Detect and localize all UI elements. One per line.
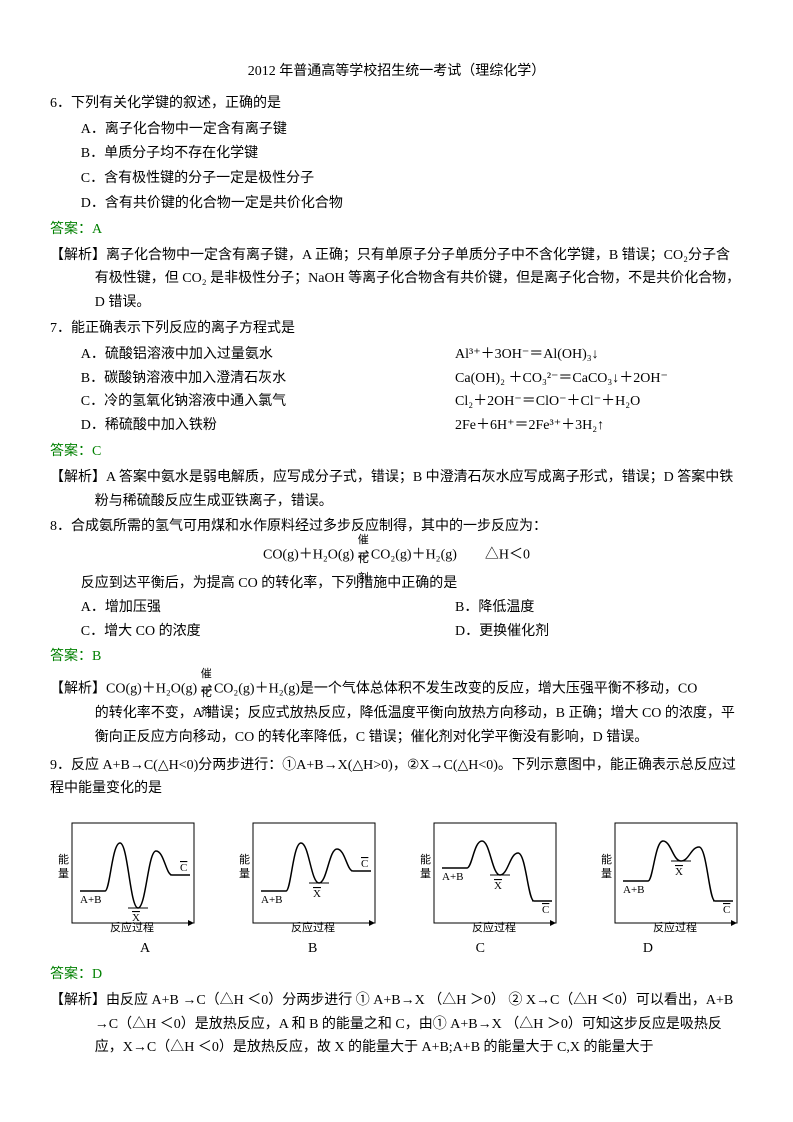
- q7-explain: 【解析】A 答案中氨水是弱电解质，应写成分子式，错误；B 中澄清石灰水应写成离子…: [50, 466, 743, 514]
- svg-text:C: C: [723, 904, 730, 916]
- q6-opt-b: B．单质分子均不存在化学键: [50, 142, 743, 166]
- svg-text:X: X: [675, 866, 683, 878]
- q6-opt-d: D．含有共价键的化合物一定是共价化合物: [50, 192, 743, 216]
- svg-text:X: X: [132, 912, 140, 924]
- q7-answer: 答案：C: [50, 440, 743, 464]
- q6-explain: 【解析】离子化合物中一定含有离子键，A 正确；只有单原子分子单质分子中不含化学键…: [50, 244, 743, 315]
- q9-explain: 【解析】由反应 A+B →C（△H ＜0）分两步进行 ① A+B→X （△H ＞…: [50, 989, 743, 1060]
- q8-stem: 8．合成氨所需的氢气可用煤和水作原料经过多步反应制得，其中的一步反应为：: [50, 515, 743, 539]
- svg-text:能: 能: [239, 852, 250, 866]
- q7-opt-b: B．碳酸钠溶液中加入澄清石灰水Ca(OH)₂ ＋CO₃²⁻＝CaCO₃↓＋2OH…: [50, 367, 743, 391]
- q6-answer: 答案：A: [50, 218, 743, 242]
- q7-opt-d: D．稀硫酸中加入铁粉2Fe＋6H⁺＝2Fe³⁺＋3H₂↑: [50, 414, 743, 438]
- svg-text:X: X: [313, 888, 321, 900]
- q6-opt-a: A．离子化合物中一定含有离子键: [50, 118, 743, 142]
- svg-text:量: 量: [601, 867, 612, 880]
- svg-text:C: C: [361, 858, 368, 870]
- q6-stem: 6．下列有关化学键的叙述，正确的是: [50, 92, 743, 116]
- svg-text:能: 能: [58, 852, 69, 866]
- svg-text:A+B: A+B: [442, 871, 463, 883]
- q9-diagram-a: 能量反应过程A+BXC: [50, 813, 200, 933]
- svg-text:C: C: [180, 862, 187, 874]
- svg-text:能: 能: [601, 852, 612, 866]
- q7-opt-a: A．硫酸铝溶液中加入过量氨水Al³⁺＋3OH⁻＝Al(OH)₃↓: [50, 343, 743, 367]
- q9-diagrams: 能量反应过程A+BXC 能量反应过程A+BXC 能量反应过程A+BXC 能量反应…: [50, 813, 743, 933]
- q9-diagram-c: 能量反应过程 A+B X C: [412, 813, 562, 933]
- svg-text:反应过程: 反应过程: [291, 920, 335, 933]
- svg-text:反应过程: 反应过程: [653, 920, 697, 933]
- svg-text:量: 量: [239, 867, 250, 880]
- svg-text:A+B: A+B: [261, 894, 282, 906]
- svg-text:X: X: [494, 880, 502, 892]
- svg-text:量: 量: [58, 867, 69, 880]
- q9-answer: 答案：D: [50, 963, 743, 987]
- q8-opt-ab: A．增加压强B．降低温度: [50, 596, 743, 620]
- q8-opt-cd: C．增大 CO 的浓度D．更换催化剂: [50, 620, 743, 644]
- q9-diagram-b: 能量反应过程 A+B X C: [231, 813, 381, 933]
- q9-stem: 9．反应 A+B→C(△H<0)分两步进行：①A+B→X(△H>0)，②X→C(…: [50, 754, 743, 802]
- q8-explain: 【解析】CO(g)＋H₂O(g) 催化剂 ⇌ CO₂(g)＋H₂(g)是一个气体…: [50, 677, 743, 749]
- svg-text:A+B: A+B: [80, 894, 101, 906]
- svg-text:A+B: A+B: [623, 884, 644, 896]
- q9-labels: A B C D: [50, 937, 743, 961]
- q7-opt-c: C．冷的氢氧化钠溶液中通入氯气Cl₂＋2OH⁻＝ClO⁻＋Cl⁻＋H₂O: [50, 390, 743, 414]
- q8-answer: 答案：B: [50, 645, 743, 669]
- svg-text:量: 量: [420, 867, 431, 880]
- svg-text:能: 能: [420, 852, 431, 866]
- svg-text:C: C: [542, 904, 549, 916]
- q7-stem: 7．能正确表示下列反应的离子方程式是: [50, 317, 743, 341]
- q6-opt-c: C．含有极性键的分子一定是极性分子: [50, 167, 743, 191]
- q9-diagram-d: 能量反应过程 A+B X C: [593, 813, 743, 933]
- q8-line2: 反应到达平衡后，为提高 CO 的转化率，下列措施中正确的是: [50, 572, 743, 596]
- q8-equation: CO(g)＋H₂O(g) 催化剂 ⇌ CO₂(g)＋H₂(g) △H＜0: [50, 543, 743, 568]
- page-title: 2012 年普通高等学校招生统一考试（理综化学）: [50, 60, 743, 84]
- svg-text:反应过程: 反应过程: [472, 920, 516, 933]
